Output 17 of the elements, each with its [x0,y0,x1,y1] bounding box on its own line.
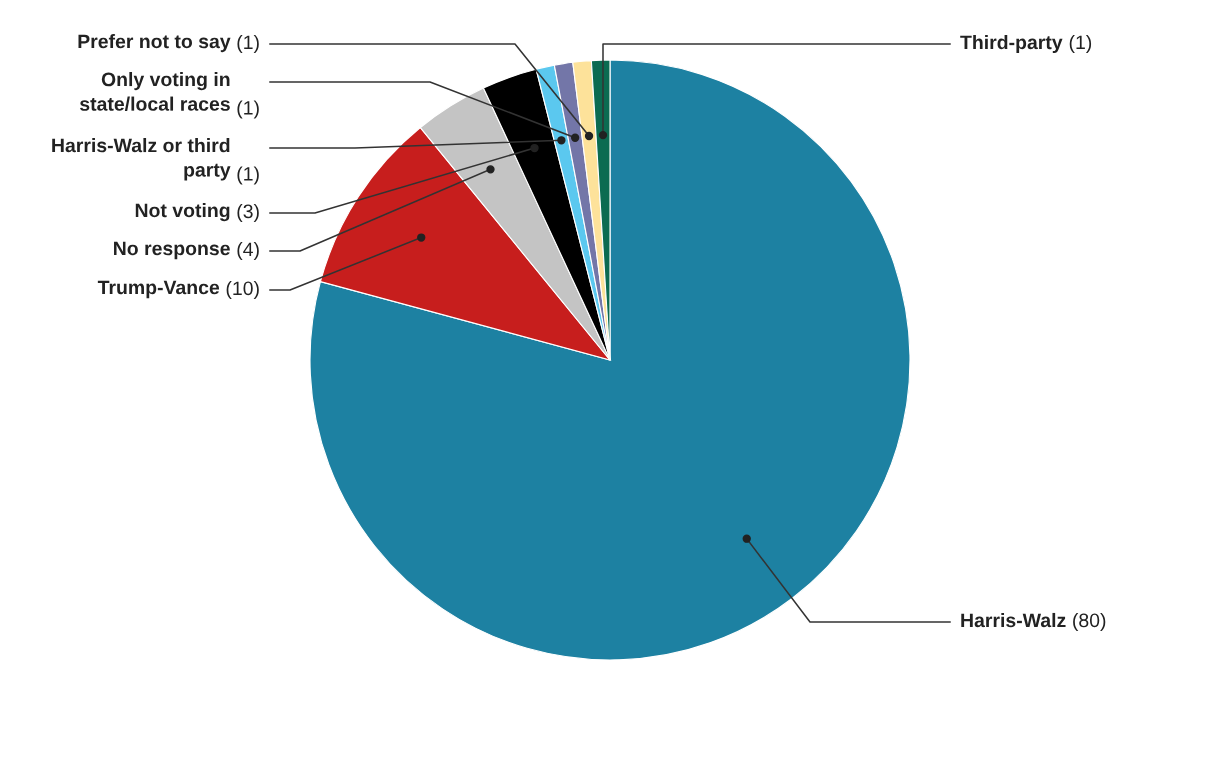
slice-label: Prefer not to say [78,34,231,53]
data-label: (1) [1069,34,1092,54]
slice-label: Harris-Walz [961,612,1066,628]
data-label: (10) [226,280,259,300]
data-label: (80) [1073,612,1106,632]
pie-slice [309,59,911,661]
data-label: (4) [237,241,259,261]
data-label: (1) [237,34,259,54]
data-label: (1) [237,100,259,119]
slice-label: Not voting [135,203,230,222]
slice-label: Trump-Vance [97,280,220,299]
slice-label: Harris-Walz or third party [52,138,231,181]
slice-label: No response [114,241,230,260]
data-label: (3) [237,203,259,223]
data-label: (1) [237,166,259,185]
slice-label: Third-party [960,34,1063,54]
slice-label: Only voting in state/local races [79,72,230,112]
